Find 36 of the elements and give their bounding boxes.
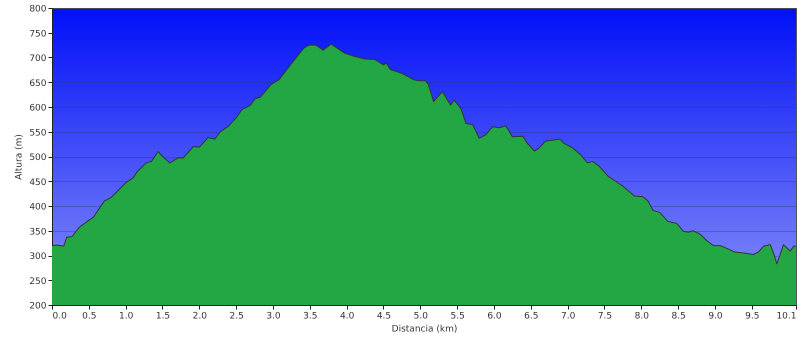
x-tick-label: 1.5	[156, 312, 170, 322]
x-axis-title: Distancia (km)	[392, 324, 458, 334]
x-tick-label: 9.0	[708, 312, 723, 322]
y-tick-label: 250	[29, 276, 47, 287]
x-tick-label: 0.0	[52, 312, 68, 322]
x-tick-label: 7.5	[598, 312, 612, 322]
y-tick-label: 350	[29, 227, 47, 238]
y-tick-label: 300	[29, 252, 47, 262]
y-axis-title: Altura (m)	[14, 134, 24, 180]
y-tick-label: 700	[29, 54, 47, 64]
y-tick-label: 550	[29, 128, 47, 138]
x-tick-label: 4.0	[340, 312, 355, 322]
x-tick-label: 10.1	[776, 312, 796, 322]
y-tick-label: 200	[29, 302, 47, 312]
x-tick-label: 3.0	[266, 312, 281, 322]
y-tick-label: 800	[29, 4, 47, 14]
x-tick-label: 0.5	[82, 312, 96, 322]
y-tick-label: 650	[29, 78, 47, 89]
x-tick-label: 3.5	[303, 312, 318, 322]
x-tick-label: 5.5	[450, 312, 465, 322]
y-tick-label: 450	[29, 178, 47, 188]
x-tick-label: 6.0	[487, 312, 502, 322]
x-tick-label: 1.0	[119, 312, 134, 322]
x-tick-label: 9.5	[745, 312, 760, 322]
y-tick-label: 400	[29, 202, 47, 212]
x-tick-label: 2.0	[192, 312, 208, 322]
y-tick-label: 500	[29, 153, 47, 163]
x-tick-label: 8.5	[671, 312, 686, 322]
x-tick-label: 6.5	[524, 312, 538, 322]
x-tick-label: 5.0	[414, 312, 428, 322]
x-tick-label: 8.0	[634, 312, 650, 322]
y-tick-label: 600	[29, 104, 47, 114]
x-tick-label: 4.5	[376, 312, 392, 322]
x-tick-label: 2.5	[229, 312, 244, 322]
y-tick-label: 750	[29, 29, 47, 40]
x-tick-label: 7.0	[560, 312, 576, 322]
